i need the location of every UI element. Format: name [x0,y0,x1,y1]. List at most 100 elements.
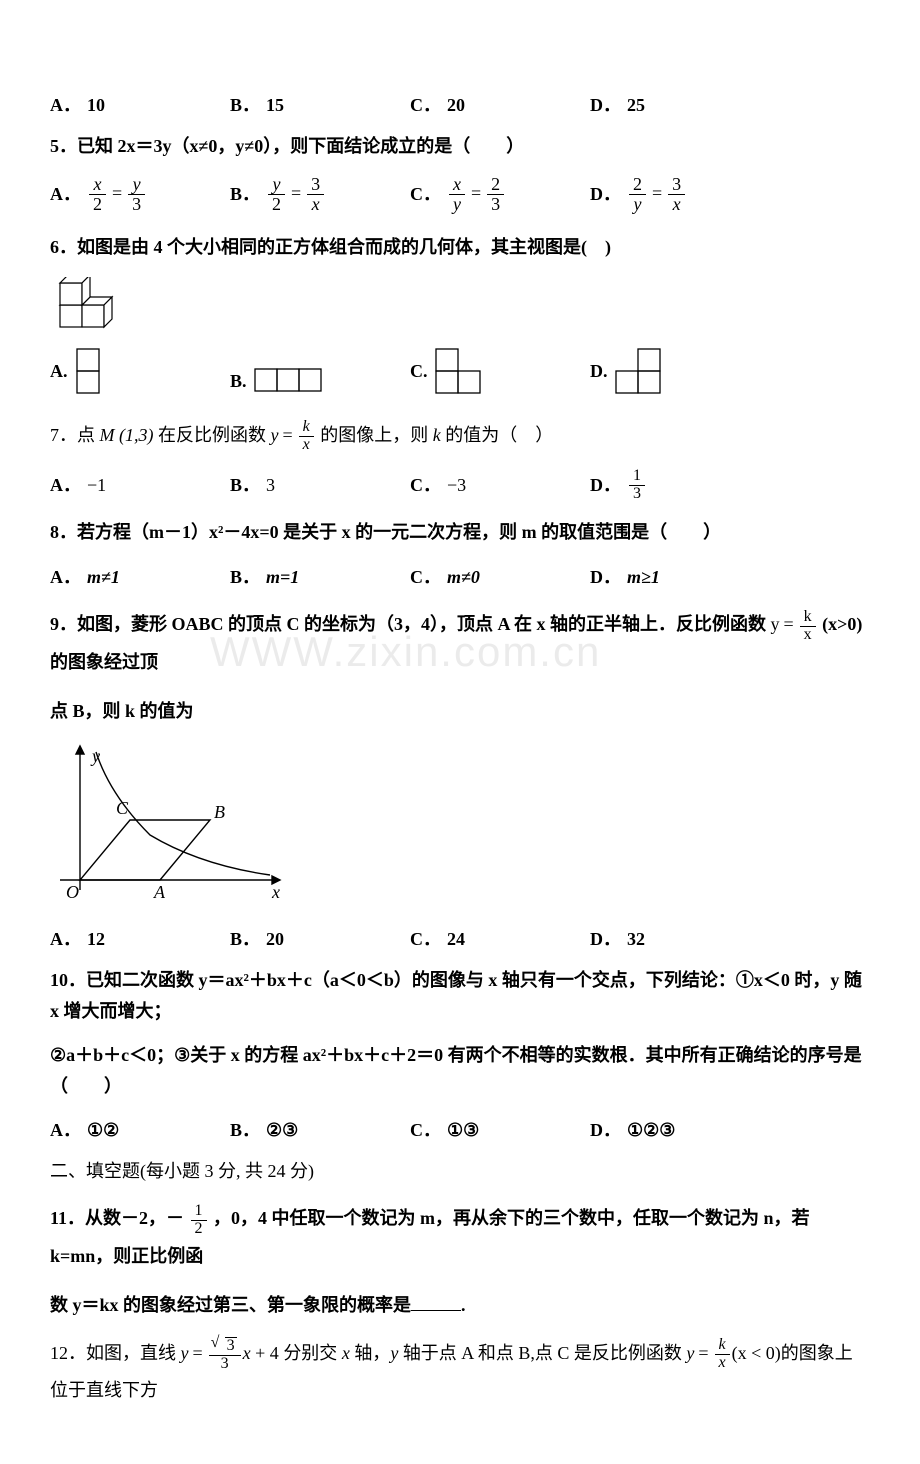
q12-den: 3 [209,1355,241,1373]
q12-fn-den: x [715,1354,730,1372]
q5-a-rden: 3 [128,194,145,214]
q10-d-lbl: D． [590,1115,621,1146]
q4-a-lbl: A． [50,90,81,121]
q7-mid2: 的图像上，则 [316,425,433,445]
q12-yaxis: y [390,1343,398,1363]
q5-a-lden: 2 [89,194,106,214]
q5-b-rnum: 3 [307,175,324,194]
q9-fn-den: x [800,626,816,644]
q9-b-val: 20 [266,924,284,955]
q7-c-val: −3 [447,470,466,501]
q11-line1: 11．从数－2，－ 12 ，0，4 中任取一个数记为 m，再从余下的三个数中，任… [50,1200,870,1276]
q7-b-lbl: B． [230,470,260,501]
q6-b-svg [253,367,327,395]
section-2-heading: 二、填空题(每小题 3 分, 共 24 分) [50,1156,870,1187]
q5-b-rden: x [307,194,324,214]
q5-c-lbl: C． [410,179,441,210]
q4-d-val: 25 [627,90,645,121]
q5-a-rnum: y [128,175,145,194]
q11-period: . [461,1295,466,1315]
q5-a-lbl: A． [50,179,81,210]
q9-fn-lhs: y [771,614,780,634]
q12-mid2: 轴， [350,1343,391,1363]
q6-solid-svg [50,277,140,333]
q9-pre: 9．如图，菱形 OABC 的顶点 C 的坐标为（3，4），顶点 A 在 x 轴的… [50,614,771,634]
q7-eq-num: k [299,419,314,436]
q9-a-val: 12 [87,924,105,955]
q4-c-val: 20 [447,90,465,121]
q8-options: A．m≠1 B．m=1 C．m≠0 D．m≥1 [50,562,870,593]
q8-d-val: m≥1 [627,562,660,593]
q5-d-lnum: 2 [629,175,646,194]
q9-c-lbl: C． [410,924,441,955]
q7-options: A．−1 B．3 C．−3 D．13 [50,468,870,503]
q5-d-lbl: D． [590,179,621,210]
q5-b-lnum: y [268,175,285,194]
q12-fn-lhs: y [686,1343,694,1363]
q4-b-lbl: B． [230,90,260,121]
q8-a-val: m≠1 [87,562,120,593]
q7-stem: 7．点 M (1,3) 在反比例函数 y=kx 的图像上，则 k 的值为（ ） [50,417,870,455]
q9-labelO: O [66,882,79,902]
q10-a-lbl: A． [50,1115,81,1146]
q7-b-val: 3 [266,470,275,501]
q7-point: M (1,3) [100,425,154,445]
q12-plus: + 4 [251,1343,279,1363]
q8-d-lbl: D． [590,562,621,593]
q10-b-val: ②③ [266,1115,298,1146]
q10-options: A．①② B．②③ C．①③ D．①②③ [50,1115,870,1146]
q5-c-rnum: 2 [487,175,504,194]
q8-c-val: m≠0 [447,562,480,593]
q5-stem: 5．已知 2x＝3y（x≠0，y≠0），则下面结论成立的是（ ） [50,131,870,162]
q7-d-num: 1 [629,468,645,485]
q11-frac-num: 1 [191,1203,207,1220]
q12-mid3: 轴于点 A 和点 B,点 C 是反比例函数 [398,1343,686,1363]
q9-labelA: A [153,882,166,902]
q6-a-lbl: A. [50,356,68,387]
q6-options: A. B. C. D. [50,347,870,397]
q11-frac-den: 2 [191,1220,207,1238]
q12-line: 12．如图，直线 y=33x + 4 分别交 x 轴，y 轴于点 A 和点 B,… [50,1335,870,1411]
q9-b-lbl: B． [230,924,260,955]
q9-labelC: C [116,798,129,818]
q6-c-lbl: C. [410,356,428,387]
q6-a-svg [74,347,104,397]
q6-c-svg [434,347,492,397]
q9-options: A．12 B．20 C．24 D．32 [50,924,870,955]
q5-c-rden: 3 [487,194,504,214]
q5-c-lnum: x [449,175,465,194]
q12-lhs: y [181,1343,189,1363]
q10-c-lbl: C． [410,1115,441,1146]
q7-post: 的值为（ ） [441,425,554,445]
q4-b-val: 15 [266,90,284,121]
q6-solid [50,277,870,333]
q7-eq-den: x [299,436,314,454]
q9-line1: 9．如图，菱形 OABC 的顶点 C 的坐标为（3，4），顶点 A 在 x 轴的… [50,606,870,682]
q8-b-lbl: B． [230,562,260,593]
q9-line2: 点 B，则 k 的值为 [50,696,870,727]
q10-a-val: ①② [87,1115,119,1146]
q5-a-lnum: x [89,175,106,194]
q10-b-lbl: B． [230,1115,260,1146]
q5-c-lden: y [449,194,465,214]
q12-cond: (x < 0) [732,1343,781,1363]
q9-a-lbl: A． [50,924,81,955]
q12-fn-num: k [715,1337,730,1354]
q10-line2: ②a＋b＋c＜0；③关于 x 的方程 ax²＋bx＋c＋2＝0 有两个不相等的实… [50,1040,870,1101]
q10-d-val: ①②③ [627,1115,675,1146]
q11-pre: 11．从数－2，－ [50,1208,189,1228]
q9-axis-y: y [90,746,100,766]
q10-c-val: ①③ [447,1115,479,1146]
q9-fn-num: k [800,609,816,626]
q9-labelB: B [214,802,225,822]
page-content: A．10 B．15 C．20 D．25 5．已知 2x＝3y（x≠0，y≠0），… [0,0,920,1464]
q5-b-lden: 2 [268,194,285,214]
q9-axis-x: x [271,882,280,902]
q7-pre1: 7．点 [50,425,100,445]
q4-c-lbl: C． [410,90,441,121]
q10-line1: 10．已知二次函数 y＝ax²＋bx＋c（a＜0＜b）的图像与 x 轴只有一个交… [50,965,870,1026]
q5-options: A． x2=y3 B． y2=3x C． xy=23 D． 2y=3x [50,175,870,214]
q8-b-val: m=1 [266,562,299,593]
q6-d-lbl: D. [590,356,608,387]
q5-b-lbl: B． [230,179,260,210]
